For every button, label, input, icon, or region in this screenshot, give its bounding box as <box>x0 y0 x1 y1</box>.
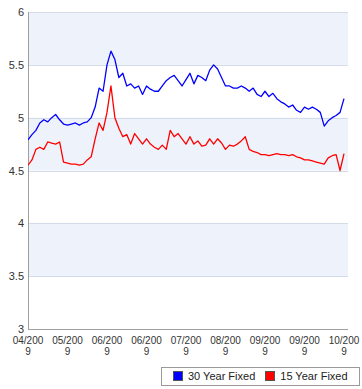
legend-item: 30 Year Fixed <box>173 370 255 383</box>
series-line <box>28 86 344 171</box>
band <box>28 118 348 171</box>
y-tick-label: 3 <box>2 323 24 335</box>
x-tick-label: 06/2009 <box>130 335 164 357</box>
grid-line <box>28 65 348 66</box>
x-tick-label: 10/2009 <box>327 335 361 357</box>
legend-label: 30 Year Fixed <box>188 370 255 382</box>
x-axis <box>28 329 348 330</box>
legend: 30 Year Fixed 15 Year Fixed <box>161 367 360 386</box>
x-tick-label: 09/2009 <box>288 335 322 357</box>
legend-swatch <box>173 371 183 381</box>
x-tick-label: 06/2009 <box>90 335 124 357</box>
y-tick-label: 4 <box>2 217 24 229</box>
x-tick-label: 04/2009 <box>11 335 45 357</box>
x-tick-label: 05/2009 <box>51 335 85 357</box>
y-tick-label: 6 <box>2 6 24 18</box>
y-tick-label: 4.5 <box>2 165 24 177</box>
grid-line <box>28 12 348 13</box>
y-tick-label: 5.5 <box>2 59 24 71</box>
x-tick-label: 08/2009 <box>209 335 243 357</box>
x-tick-label: 09/2009 <box>248 335 282 357</box>
band <box>28 223 348 276</box>
series-group <box>28 51 344 170</box>
grid-line <box>28 118 348 119</box>
grid-line <box>28 171 348 172</box>
legend-label: 15 Year Fixed <box>280 370 347 382</box>
grid-line <box>28 223 348 224</box>
grid-line <box>28 276 348 277</box>
y-tick-label: 3.5 <box>2 270 24 282</box>
x-tick-label: 07/2009 <box>169 335 203 357</box>
chart <box>0 0 362 389</box>
legend-item: 15 Year Fixed <box>265 370 347 383</box>
y-tick-label: 5 <box>2 112 24 124</box>
grid-line <box>28 329 348 330</box>
series-line <box>28 51 344 140</box>
legend-swatch <box>265 371 275 381</box>
y-axis <box>28 12 29 329</box>
band <box>28 12 348 65</box>
